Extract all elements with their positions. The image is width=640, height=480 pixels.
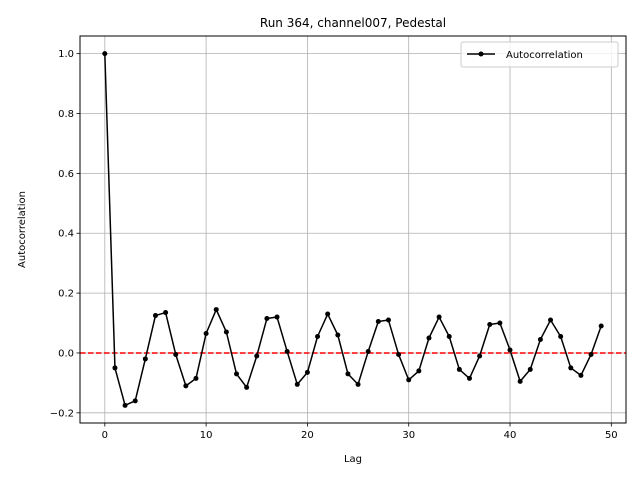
legend-marker-sample (478, 51, 484, 57)
data-point (497, 320, 503, 326)
data-point (578, 372, 584, 378)
x-axis-label: Lag (344, 454, 362, 465)
y-tick-label: 0.4 (58, 229, 74, 240)
axes-frame (79, 35, 627, 424)
y-tick-label: 0.0 (58, 348, 74, 359)
x-tick-label: 10 (200, 430, 213, 441)
data-point (163, 310, 169, 316)
data-point (335, 332, 341, 338)
data-point (203, 331, 209, 337)
data-point (183, 383, 189, 389)
y-tick-label: 1.0 (58, 49, 74, 60)
data-point (406, 377, 412, 383)
chart-title: Run 364, channel007, Pedestal (260, 16, 446, 30)
data-point (264, 316, 270, 322)
x-tick-label: 20 (301, 430, 314, 441)
x-axis-ticks: 0 10 20 30 40 50 (102, 423, 618, 441)
data-point (274, 314, 280, 320)
data-point (244, 384, 250, 390)
data-point (254, 353, 260, 359)
data-point (304, 369, 310, 375)
data-point (193, 375, 199, 381)
grid-lines (80, 36, 626, 423)
data-point (365, 348, 371, 354)
data-point (477, 353, 483, 359)
data-point (487, 322, 493, 328)
y-tick-label: 0.2 (58, 289, 74, 300)
data-point (345, 371, 351, 377)
data-point (517, 378, 523, 384)
data-point (385, 317, 391, 323)
x-tick-label: 0 (102, 430, 108, 441)
data-point (558, 334, 564, 340)
data-point (284, 348, 290, 354)
data-point (132, 398, 138, 404)
data-point (375, 319, 381, 325)
data-point (315, 334, 321, 340)
data-point (213, 307, 219, 313)
data-point (507, 347, 513, 353)
data-point (446, 334, 452, 340)
series-layer (102, 51, 604, 408)
data-point (436, 314, 442, 320)
data-point (112, 365, 118, 371)
data-point (466, 375, 472, 381)
data-point (355, 381, 361, 387)
y-tick-label: 0.6 (58, 169, 74, 180)
data-point (142, 356, 148, 362)
x-tick-label: 30 (402, 430, 415, 441)
legend: Autocorrelation (460, 41, 619, 68)
data-point (325, 311, 331, 317)
y-axis-ticks: −0.2 0.0 0.2 0.4 0.6 0.8 1.0 (50, 49, 80, 419)
data-point (426, 335, 432, 341)
y-axis-label: Autocorrelation (17, 191, 28, 268)
data-point (598, 323, 604, 329)
y-tick-label: −0.2 (50, 408, 74, 419)
data-point (588, 351, 594, 357)
data-point (152, 313, 158, 319)
data-point (537, 336, 543, 342)
data-point (122, 402, 128, 408)
x-tick-label: 40 (504, 430, 517, 441)
data-point (102, 51, 108, 57)
data-point (294, 381, 300, 387)
data-point (416, 368, 422, 374)
legend-entry-autocorrelation: Autocorrelation (506, 50, 583, 61)
legend-box (460, 41, 619, 68)
data-point (234, 371, 240, 377)
data-point (456, 366, 462, 372)
data-point (527, 366, 533, 372)
data-point (568, 365, 574, 371)
data-point (173, 351, 179, 357)
data-point (223, 329, 229, 335)
data-point (396, 351, 402, 357)
x-tick-label: 50 (605, 430, 618, 441)
data-point (548, 317, 554, 323)
y-tick-label: 0.8 (58, 109, 74, 120)
